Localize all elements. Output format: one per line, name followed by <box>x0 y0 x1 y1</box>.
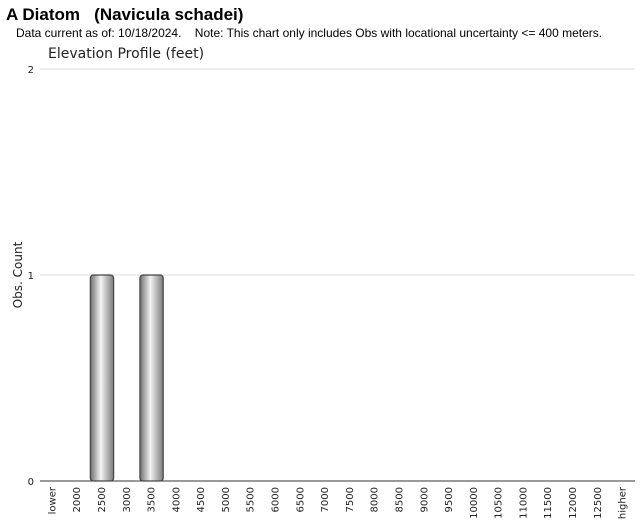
x-tick-label: higher <box>618 486 629 519</box>
x-tick-label: 4000 <box>171 487 182 512</box>
x-tick-label: 11500 <box>543 487 554 519</box>
x-tick-label: 6000 <box>271 487 282 512</box>
x-tick-label: 5500 <box>246 487 257 512</box>
x-tick-label: 7000 <box>320 487 331 512</box>
x-tick-label: 8000 <box>370 487 381 512</box>
x-tick-label: 8500 <box>394 487 405 512</box>
page-subtitle: Data current as of: 10/18/2024. Note: Th… <box>16 26 603 40</box>
x-tick-label: 10000 <box>469 487 480 519</box>
bar <box>89 274 115 482</box>
chart-title: Elevation Profile (feet) <box>48 46 204 62</box>
x-tick-label: 3500 <box>147 487 158 512</box>
y-tick-label: 2 <box>28 65 34 76</box>
x-tick-label: 9000 <box>419 487 430 512</box>
x-tick-label: 5000 <box>221 487 232 512</box>
x-tick-label: 12500 <box>593 487 604 519</box>
x-tick-label: 9500 <box>444 487 455 512</box>
x-tick-label: 12000 <box>568 487 579 519</box>
x-tick-label: 3000 <box>122 487 133 512</box>
y-axis-label: Obs. Count <box>11 241 25 308</box>
x-tick-label: 4500 <box>196 487 207 512</box>
x-tick-label: 2000 <box>72 487 83 512</box>
x-tick-label: 6500 <box>295 487 306 512</box>
x-tick-label: 10500 <box>494 487 505 519</box>
bar <box>139 274 164 482</box>
x-tick-label: 7500 <box>345 487 356 512</box>
x-tick-label: lower <box>47 486 58 514</box>
y-tick-label: 1 <box>28 271 34 282</box>
y-tick-label: 0 <box>28 477 34 488</box>
x-tick-label: 2500 <box>97 487 108 512</box>
x-tick-label: 11000 <box>518 487 529 519</box>
page-title: A Diatom (Navicula schadei) <box>6 5 244 24</box>
